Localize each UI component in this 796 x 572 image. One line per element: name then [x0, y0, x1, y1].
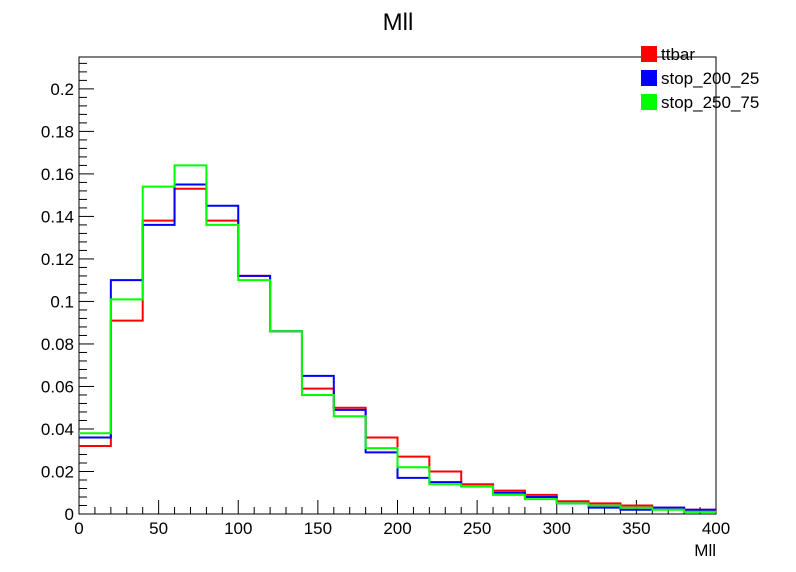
x-tick-label: 0	[74, 519, 83, 538]
x-tick-label: 350	[622, 519, 650, 538]
y-tick-label: 0.12	[41, 250, 74, 269]
y-tick-label: 0.06	[41, 377, 74, 396]
legend-label: stop_200_25	[661, 69, 759, 88]
y-tick-label: 0.02	[41, 462, 74, 481]
y-tick-label: 0.1	[50, 292, 74, 311]
series-layer	[79, 164, 716, 513]
legend-label: stop_250_75	[661, 93, 759, 112]
x-tick-label: 300	[543, 519, 571, 538]
legend: ttbar stop_200_25 stop_250_75	[641, 45, 759, 112]
y-tick-label: 0.08	[41, 335, 74, 354]
x-axis-title: Mll	[694, 541, 716, 560]
series-line-stop_250_75	[79, 164, 716, 513]
series-line-ttbar	[79, 187, 716, 511]
x-tick-label: 150	[304, 519, 332, 538]
y-tick-label: 0.2	[50, 80, 74, 99]
legend-swatch	[641, 70, 657, 86]
x-tick-label: 100	[224, 519, 252, 538]
x-tick-label: 50	[149, 519, 168, 538]
y-axis: 0 0.02 0.04 0.06 0.08 0.1 0.12 0.14 0.16 0.18 0.2	[41, 62, 94, 524]
y-tick-label: 0	[65, 505, 74, 524]
chart-title: Mll	[383, 9, 414, 36]
y-tick-label: 0.14	[41, 207, 74, 226]
x-axis: 0 50 100 150 200 250 300 350 400	[74, 500, 730, 538]
x-tick-label: 400	[702, 519, 730, 538]
y-tick-label: 0.16	[41, 165, 74, 184]
y-tick-label: 0.18	[41, 122, 74, 141]
legend-label: ttbar	[661, 45, 695, 64]
legend-swatch	[641, 94, 657, 110]
legend-swatch	[641, 46, 657, 62]
y-tick-label: 0.04	[41, 420, 74, 439]
x-tick-label: 250	[463, 519, 491, 538]
x-tick-label: 200	[383, 519, 411, 538]
